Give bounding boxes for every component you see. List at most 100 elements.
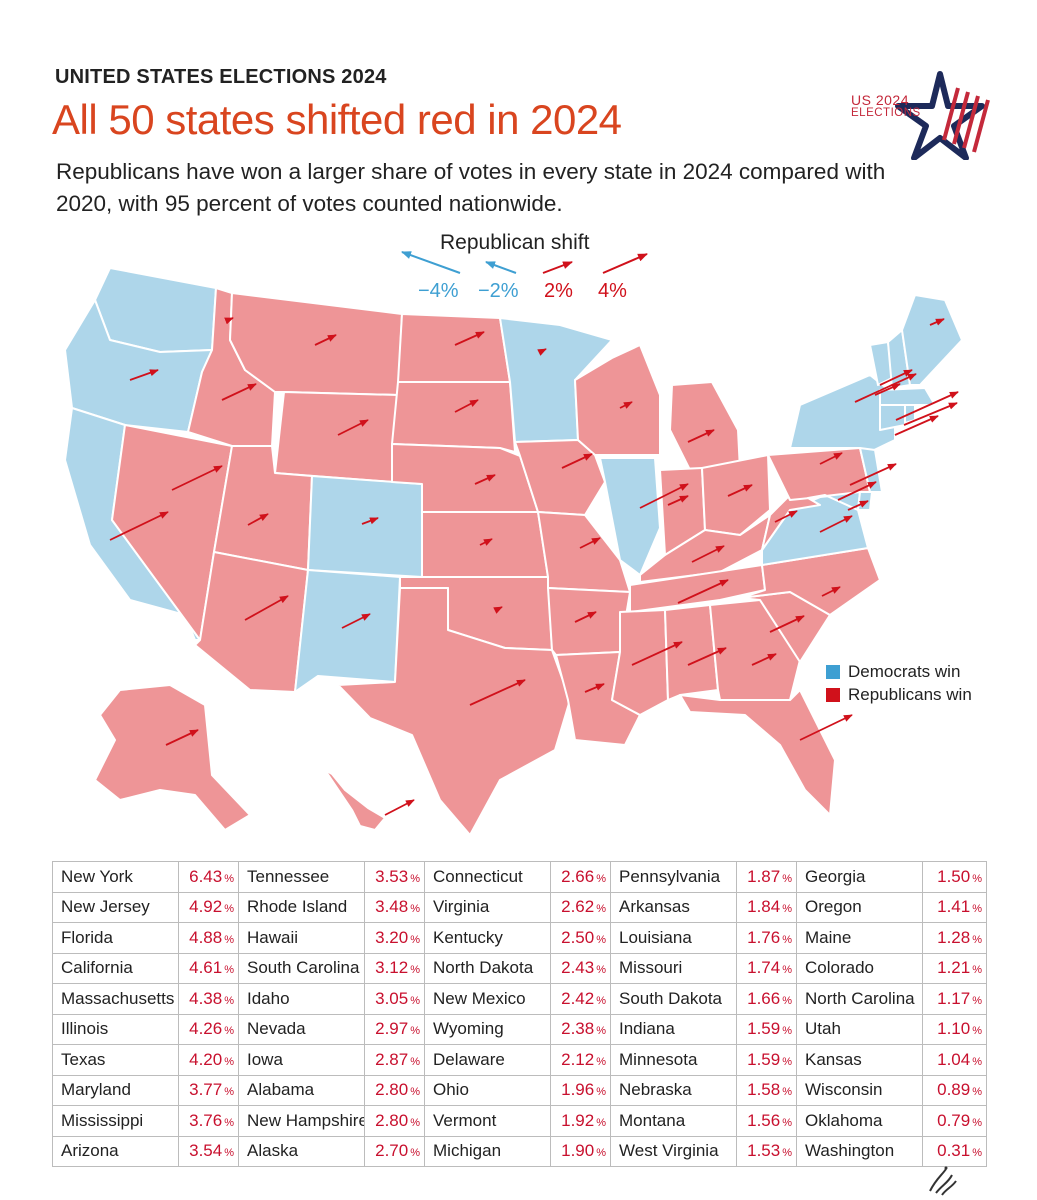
shift-value-cell: 3.76% bbox=[178, 1105, 239, 1137]
arrow-delaware bbox=[847, 500, 869, 511]
shift-value: 1.41 bbox=[937, 897, 971, 917]
shift-value: 1.84 bbox=[747, 897, 781, 917]
percent-sign: % bbox=[596, 1116, 606, 1129]
percent-sign: % bbox=[410, 994, 420, 1007]
arrow-rhode-island bbox=[903, 402, 958, 426]
state-shift-table: New York 6.43% Tennessee 3.53% Connecticut 2.… bbox=[52, 861, 987, 1167]
state-arkansas bbox=[547, 587, 631, 656]
percent-sign: % bbox=[596, 903, 606, 916]
shift-value-cell: 2.87% bbox=[364, 1044, 425, 1076]
state-name-cell: Louisiana bbox=[610, 922, 737, 954]
arrow-colorado bbox=[361, 517, 379, 525]
table-row: Illinois 4.26% Nevada 2.97% Wyoming 2.38% Indi… bbox=[52, 1013, 987, 1045]
republicans-swatch bbox=[826, 687, 840, 702]
state-name-cell: Tennessee bbox=[238, 861, 365, 893]
shift-value: 3.05 bbox=[375, 988, 409, 1008]
shift-value: 2.80 bbox=[375, 1110, 409, 1130]
percent-sign: % bbox=[596, 1055, 606, 1068]
state-name-cell: Arizona bbox=[52, 1135, 179, 1167]
percent-sign: % bbox=[596, 994, 606, 1007]
shift-value: 2.62 bbox=[561, 897, 595, 917]
state-alabama bbox=[664, 604, 719, 701]
arrow-mississippi bbox=[631, 641, 683, 666]
percent-sign: % bbox=[224, 1086, 234, 1099]
state-name-cell: Colorado bbox=[796, 952, 923, 984]
arrow-tennessee bbox=[677, 579, 729, 604]
shift-value-cell: 1.53% bbox=[736, 1135, 797, 1167]
percent-sign: % bbox=[972, 1116, 982, 1129]
shift-value: 1.50 bbox=[937, 866, 971, 886]
arrow-north-dakota bbox=[454, 331, 485, 346]
shift-value-cell: 3.12% bbox=[364, 952, 425, 984]
percent-sign: % bbox=[410, 1025, 420, 1038]
shift-value: 1.56 bbox=[747, 1110, 781, 1130]
arrow-utah bbox=[247, 513, 269, 526]
shift-value: 4.20 bbox=[189, 1049, 223, 1069]
arrow-hawaii bbox=[384, 799, 415, 816]
state-colorado bbox=[307, 475, 423, 578]
percent-sign: % bbox=[972, 1055, 982, 1068]
table-row: California 4.61% South Carolina 3.12% North … bbox=[52, 952, 987, 984]
state-name-cell: Arkansas bbox=[610, 891, 737, 923]
shift-value-cell: 1.17% bbox=[922, 983, 987, 1015]
state-alaska bbox=[94, 684, 251, 831]
state-name-cell: North Carolina bbox=[796, 983, 923, 1015]
shift-value-cell: 3.54% bbox=[178, 1135, 239, 1167]
shift-value: 4.61 bbox=[189, 958, 223, 978]
state-name-cell: Pennsylvania bbox=[610, 861, 737, 893]
percent-sign: % bbox=[972, 872, 982, 885]
shift-value-cell: 1.96% bbox=[550, 1074, 611, 1106]
arrow-massachusetts bbox=[895, 391, 959, 421]
shift-value-cell: 3.77% bbox=[178, 1074, 239, 1106]
shift-value: 3.77 bbox=[189, 1080, 223, 1100]
arrow-maryland bbox=[837, 481, 877, 501]
percent-sign: % bbox=[782, 1086, 792, 1099]
shift-value-cell: 1.90% bbox=[550, 1135, 611, 1167]
percent-sign: % bbox=[596, 964, 606, 977]
state-name-cell: Nebraska bbox=[610, 1074, 737, 1106]
state-north-dakota bbox=[397, 313, 511, 383]
shift-value: 1.04 bbox=[937, 1049, 971, 1069]
shift-value-cell: 2.43% bbox=[550, 952, 611, 984]
shift-value: 1.59 bbox=[747, 1019, 781, 1039]
shift-value-cell: 1.87% bbox=[736, 861, 797, 893]
shift-value: 2.87 bbox=[375, 1049, 409, 1069]
percent-sign: % bbox=[224, 1055, 234, 1068]
state-name-cell: Texas bbox=[52, 1044, 179, 1076]
state-name-cell: Rhode Island bbox=[238, 891, 365, 923]
arrow-north-carolina bbox=[821, 586, 841, 597]
shift-value-cell: 1.59% bbox=[736, 1044, 797, 1076]
shift-value-cell: 1.41% bbox=[922, 891, 987, 923]
table-body: New York 6.43% Tennessee 3.53% Connecticut 2.… bbox=[52, 861, 987, 1167]
state-name-cell: Illinois bbox=[52, 1013, 179, 1045]
state-ohio bbox=[701, 454, 771, 536]
shift-value: 2.43 bbox=[561, 958, 595, 978]
state-name-cell: New Jersey bbox=[52, 891, 179, 923]
state-south-dakota bbox=[391, 381, 516, 453]
shift-value-cell: 1.84% bbox=[736, 891, 797, 923]
shift-value-cell: 2.80% bbox=[364, 1105, 425, 1137]
arrow-arkansas bbox=[574, 611, 597, 623]
arrow-oregon bbox=[129, 369, 159, 381]
table-row: New York 6.43% Tennessee 3.53% Connecticut 2.… bbox=[52, 861, 987, 893]
shift-value-cell: 2.66% bbox=[550, 861, 611, 893]
arrow-louisiana bbox=[584, 683, 605, 693]
state-name-cell: Montana bbox=[610, 1105, 737, 1137]
shift-value-cell: 4.61% bbox=[178, 952, 239, 984]
shift-value-cell: 2.42% bbox=[550, 983, 611, 1015]
percent-sign: % bbox=[782, 1025, 792, 1038]
shift-value: 3.76 bbox=[189, 1110, 223, 1130]
percent-sign: % bbox=[972, 994, 982, 1007]
state-name-cell: Wyoming bbox=[424, 1013, 551, 1045]
arrow-missouri bbox=[579, 537, 601, 549]
shift-value: 1.53 bbox=[747, 1141, 781, 1161]
percent-sign: % bbox=[224, 933, 234, 946]
shift-value: 0.89 bbox=[937, 1080, 971, 1100]
shift-value-cell: 0.79% bbox=[922, 1105, 987, 1137]
legend-democrats: Democrats win bbox=[826, 660, 972, 683]
shift-value-cell: 4.38% bbox=[178, 983, 239, 1015]
shift-value-cell: 3.20% bbox=[364, 922, 425, 954]
arrow-illinois bbox=[639, 483, 689, 509]
percent-sign: % bbox=[596, 872, 606, 885]
state-mississippi bbox=[611, 609, 669, 716]
